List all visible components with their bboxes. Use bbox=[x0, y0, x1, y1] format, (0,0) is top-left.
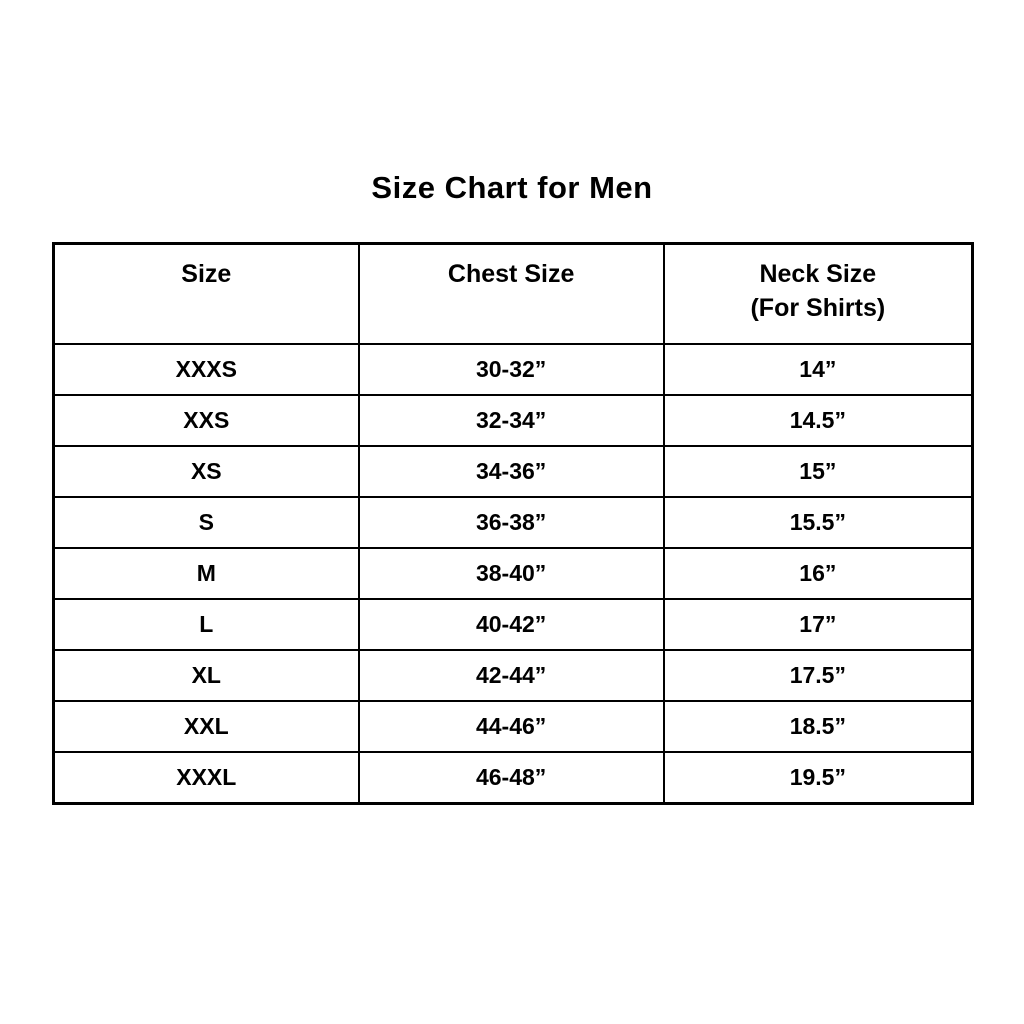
chest-cell: 34-36” bbox=[357, 445, 665, 498]
chest-cell: 36-38” bbox=[357, 496, 665, 549]
header-row: Size Chest Size Neck Size (For Shirts) bbox=[52, 242, 974, 345]
size-cell: XXXL bbox=[52, 751, 360, 805]
neck-cell: 16” bbox=[662, 547, 974, 600]
table-row: XXS 32-34” 14.5” bbox=[52, 394, 974, 447]
column-header-neck-label-line2: (For Shirts) bbox=[750, 294, 886, 322]
page-title: Size Chart for Men bbox=[371, 170, 653, 205]
table-row: S 36-38” 15.5” bbox=[52, 496, 974, 549]
neck-cell: 14” bbox=[662, 343, 974, 396]
table-row: XXXL 46-48” 19.5” bbox=[52, 751, 974, 805]
column-header-neck-label-line1: Neck Size bbox=[759, 260, 877, 288]
size-cell: XXL bbox=[52, 700, 360, 753]
neck-cell: 19.5” bbox=[662, 751, 974, 805]
size-cell: L bbox=[52, 598, 360, 651]
table-row: XL 42-44” 17.5” bbox=[52, 649, 974, 702]
chest-cell: 44-46” bbox=[357, 700, 665, 753]
chest-cell: 42-44” bbox=[357, 649, 665, 702]
neck-cell: 17.5” bbox=[662, 649, 974, 702]
chest-cell: 30-32” bbox=[357, 343, 665, 396]
column-header-neck: Neck Size (For Shirts) bbox=[662, 242, 974, 345]
size-cell: M bbox=[52, 547, 360, 600]
neck-cell: 15.5” bbox=[662, 496, 974, 549]
column-header-chest: Chest Size bbox=[357, 242, 665, 345]
size-cell: S bbox=[52, 496, 360, 549]
chest-cell: 32-34” bbox=[357, 394, 665, 447]
size-cell: XL bbox=[52, 649, 360, 702]
size-cell: XS bbox=[52, 445, 360, 498]
column-header-chest-label: Chest Size bbox=[447, 260, 575, 288]
chest-cell: 46-48” bbox=[357, 751, 665, 805]
neck-cell: 15” bbox=[662, 445, 974, 498]
chest-cell: 38-40” bbox=[357, 547, 665, 600]
table-row: XXL 44-46” 18.5” bbox=[52, 700, 974, 753]
table-row: M 38-40” 16” bbox=[52, 547, 974, 600]
table-row: XS 34-36” 15” bbox=[52, 445, 974, 498]
chest-cell: 40-42” bbox=[357, 598, 665, 651]
table-row: L 40-42” 17” bbox=[52, 598, 974, 651]
column-header-size-label: Size bbox=[181, 260, 232, 288]
column-header-size: Size bbox=[52, 242, 360, 345]
size-cell: XXXS bbox=[52, 343, 360, 396]
neck-cell: 17” bbox=[662, 598, 974, 651]
size-chart-table: Size Chest Size Neck Size (For Shirts) X… bbox=[52, 242, 974, 805]
size-cell: XXS bbox=[52, 394, 360, 447]
neck-cell: 18.5” bbox=[662, 700, 974, 753]
table-row: XXXS 30-32” 14” bbox=[52, 343, 974, 396]
neck-cell: 14.5” bbox=[662, 394, 974, 447]
